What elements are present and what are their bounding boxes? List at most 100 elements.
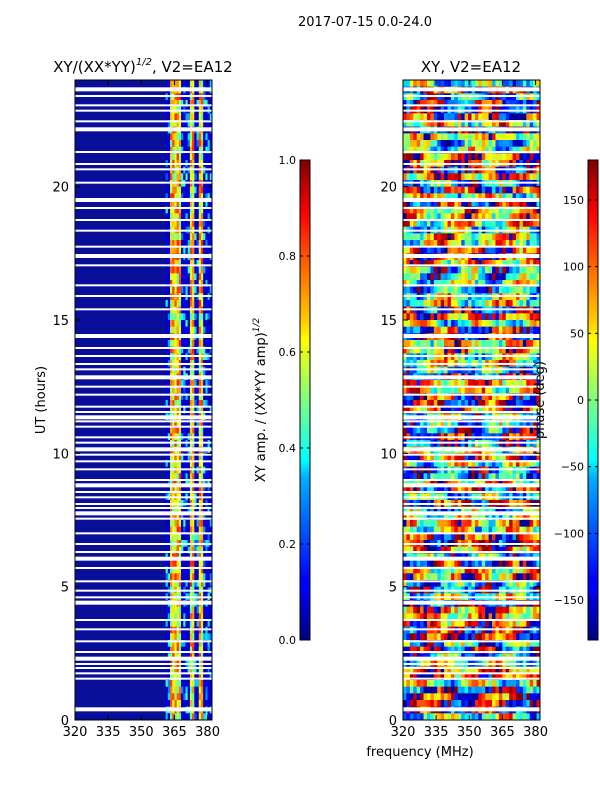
heatmap-cell <box>406 340 411 347</box>
heatmap-cell <box>471 146 476 154</box>
heatmap-cell <box>420 393 424 401</box>
heatmap-cell <box>474 186 479 194</box>
heatmap-cell <box>461 420 465 427</box>
heatmap-cell <box>509 386 513 394</box>
heatmap-cell <box>181 386 184 394</box>
heatmap-cell <box>533 513 537 521</box>
heatmap-cell <box>505 533 510 541</box>
heatmap-cell <box>430 426 435 434</box>
heatmap-cell <box>437 386 441 394</box>
heatmap-cell <box>505 426 510 434</box>
heatmap-cell <box>406 533 411 541</box>
heatmap-cell <box>471 200 476 207</box>
heatmap-cell <box>403 473 407 481</box>
heatmap-cell <box>181 320 184 327</box>
heatmap-cell <box>485 460 489 467</box>
heatmap-cell <box>203 513 206 521</box>
heatmap-cell <box>170 533 173 541</box>
heatmap-cell <box>203 606 206 614</box>
heatmap-cell <box>492 346 496 354</box>
heatmap-cell <box>454 200 459 207</box>
heatmap-cell <box>196 260 200 267</box>
heatmap-cell <box>174 646 177 654</box>
heatmap-cell <box>181 80 184 87</box>
heatmap-cell <box>403 420 407 427</box>
left-y-axis-label: UT (hours) <box>34 366 49 434</box>
heatmap-cell <box>437 513 441 521</box>
heatmap-cell <box>167 273 171 281</box>
heatmap-cell <box>203 520 206 527</box>
heatmap-cell <box>519 246 524 254</box>
heatmap-cell <box>502 213 507 221</box>
heatmap-cell <box>533 386 537 394</box>
heatmap-cell <box>498 173 503 181</box>
heatmap-cell <box>413 273 417 281</box>
heatmap-cell <box>509 460 513 467</box>
heatmap-cell <box>198 620 202 627</box>
heatmap-cell <box>170 693 173 701</box>
heatmap-cell <box>178 520 182 527</box>
heatmap-cell <box>174 153 177 161</box>
heatmap-cell <box>413 80 417 87</box>
heatmap-cell <box>420 473 424 481</box>
heatmap-cell <box>203 186 206 194</box>
heatmap-cell <box>192 213 195 221</box>
heatmap-cell <box>450 473 455 481</box>
heatmap-cell <box>450 346 455 354</box>
heatmap-cell <box>440 420 445 427</box>
heatmap-cell <box>176 173 180 181</box>
heatmap-cell <box>509 240 513 247</box>
heatmap-cell <box>167 80 171 87</box>
heatmap-cell <box>474 80 479 87</box>
heatmap-cell <box>176 140 180 147</box>
heatmap-cell <box>167 486 171 494</box>
heatmap-cell <box>430 186 435 194</box>
heatmap-cell <box>461 140 465 147</box>
heatmap-cell <box>433 113 438 121</box>
heatmap-cell <box>437 280 441 287</box>
heatmap-cell <box>200 80 204 87</box>
heatmap-cell <box>426 100 431 107</box>
heatmap-cell <box>183 406 186 414</box>
heatmap-cell <box>502 453 507 461</box>
heatmap-cell <box>187 713 191 720</box>
heatmap-cell <box>474 426 479 434</box>
heatmap-cell <box>516 140 520 147</box>
heatmap-cell <box>519 273 524 281</box>
heatmap-cell <box>516 326 520 334</box>
heatmap-cell <box>481 193 486 201</box>
left-title-main: XY/(XX*YY) <box>53 58 136 76</box>
heatmap-cell <box>516 346 520 354</box>
heatmap-cell <box>533 520 537 527</box>
heatmap-cell <box>196 513 200 521</box>
heatmap-cell <box>403 300 407 307</box>
heatmap-cell <box>416 133 421 141</box>
heatmap-cell <box>178 513 182 521</box>
colorbar-tick-label: 0.6 <box>279 346 297 359</box>
heatmap-cell <box>495 346 500 354</box>
heatmap-cell <box>478 313 483 321</box>
heatmap-cell <box>457 200 462 207</box>
heatmap-cell <box>444 186 448 194</box>
heatmap-cell <box>196 320 200 327</box>
heatmap-cell <box>516 240 520 247</box>
heatmap-cell <box>512 420 517 427</box>
heatmap-cell <box>516 146 520 154</box>
heatmap-cell <box>505 520 510 527</box>
heatmap-cell <box>437 406 441 414</box>
heatmap-cell <box>444 133 448 141</box>
heatmap-cell <box>185 506 188 514</box>
heatmap-cell <box>522 173 527 181</box>
heatmap-cell <box>481 426 486 434</box>
heatmap-cell <box>189 386 193 394</box>
heatmap-cell <box>209 640 212 647</box>
heatmap-cell <box>205 300 208 307</box>
heatmap-cell <box>207 513 211 521</box>
heatmap-cell <box>529 240 534 247</box>
heatmap-cell <box>519 520 524 527</box>
heatmap-cell <box>519 473 524 481</box>
heatmap-cell <box>492 80 496 87</box>
heatmap-cell <box>522 380 527 387</box>
heatmap-cell <box>502 220 507 227</box>
